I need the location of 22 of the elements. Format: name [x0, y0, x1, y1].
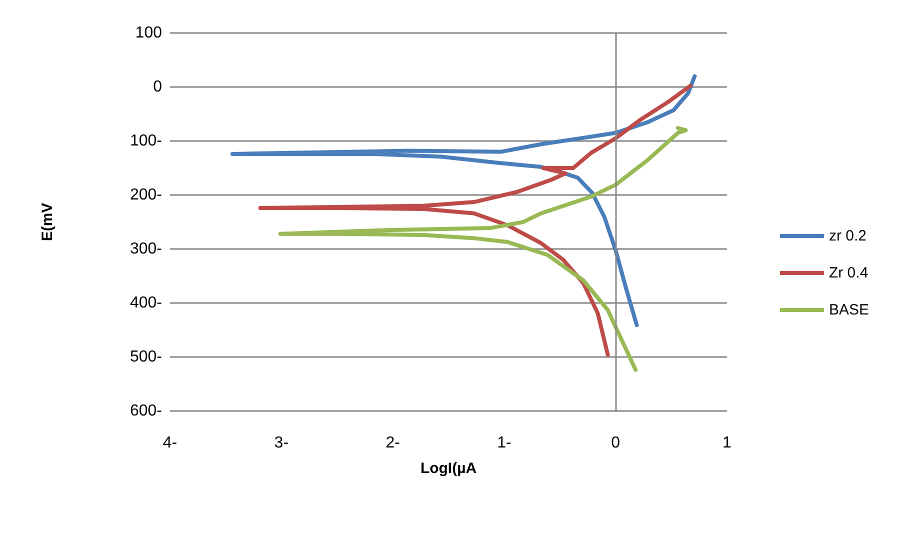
line-series: [278, 126, 688, 372]
y-tick-label: 400-: [130, 294, 162, 312]
legend-label: Zr 0.4: [828, 264, 868, 282]
line-series: [230, 74, 697, 328]
x-tick-label: 2-: [386, 434, 400, 452]
x-tick-label: 1-: [497, 434, 512, 452]
y-tick-label: 0: [153, 78, 162, 96]
y-tick-label: 100-: [130, 132, 162, 150]
x-tick-label: 0: [611, 434, 620, 452]
x-tick-label: 4-: [162, 434, 178, 452]
y-tick-label: 500-: [130, 348, 162, 366]
legend-label: BASE: [828, 302, 870, 318]
y-tick-label: 600-: [130, 402, 162, 420]
line-series: [258, 84, 692, 357]
y-tick-label: 300-: [130, 240, 162, 258]
legend-label: zr 0.2: [828, 228, 866, 244]
y-tick-label: 100: [135, 24, 162, 42]
y-tick-label: 200-: [130, 186, 162, 204]
x-axis-title: LogI(µA: [420, 460, 477, 477]
y-axis-title: E(mV: [39, 202, 56, 242]
x-tick-label: 3-: [274, 434, 289, 452]
x-tick-label: 1: [722, 434, 732, 452]
